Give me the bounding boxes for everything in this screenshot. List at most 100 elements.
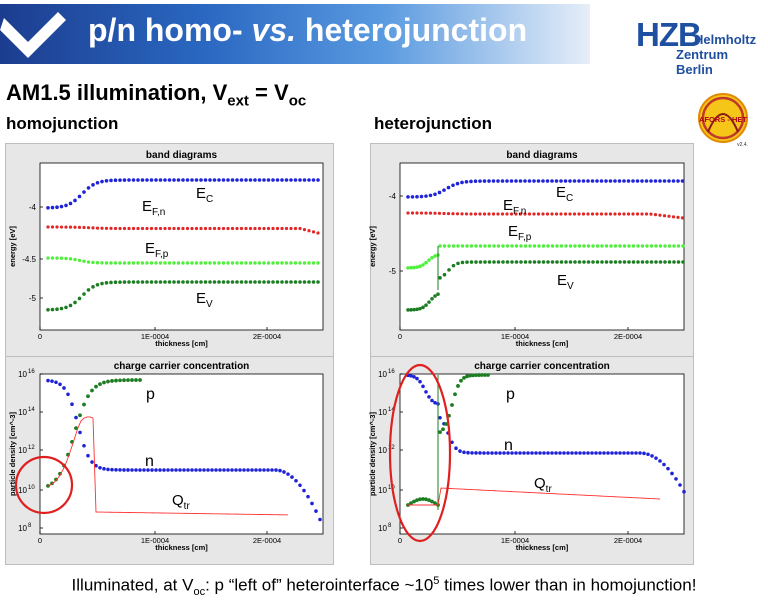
y-tick-label: -4 bbox=[29, 203, 37, 212]
ev-point bbox=[131, 280, 136, 284]
ec-point bbox=[613, 179, 617, 183]
ec-point bbox=[460, 180, 464, 185]
y-tick-label: 10 bbox=[378, 408, 387, 417]
ev-point bbox=[541, 260, 546, 264]
n-point bbox=[82, 402, 86, 407]
n-point bbox=[110, 379, 114, 383]
ec-point bbox=[631, 179, 635, 183]
x-tick-label: 0 bbox=[38, 332, 42, 341]
homo-carrier-axes bbox=[39, 373, 324, 535]
ec-point bbox=[617, 179, 622, 183]
ev-point bbox=[523, 260, 528, 264]
efp-point bbox=[289, 261, 293, 265]
p-point bbox=[490, 451, 494, 455]
p-point bbox=[218, 468, 222, 472]
p-point bbox=[654, 456, 658, 460]
efp-point bbox=[50, 256, 55, 260]
heterojunction-label: heterojunction bbox=[374, 114, 493, 133]
p-point bbox=[498, 451, 502, 455]
ev-point bbox=[59, 306, 64, 311]
ev-point bbox=[176, 280, 181, 284]
n-point bbox=[102, 380, 106, 385]
plot-area bbox=[39, 162, 324, 331]
ec-point bbox=[473, 179, 478, 184]
efp-point bbox=[672, 244, 676, 248]
ev-point bbox=[73, 300, 77, 305]
ev-point bbox=[501, 260, 505, 264]
efp-point bbox=[622, 244, 627, 248]
efp-point bbox=[149, 261, 154, 265]
efp-point bbox=[447, 244, 451, 248]
ev-point bbox=[275, 280, 280, 284]
efp-point bbox=[172, 261, 176, 265]
p-point bbox=[254, 468, 258, 472]
n-label: n bbox=[145, 453, 154, 470]
ec-point bbox=[230, 178, 235, 182]
ec-point bbox=[559, 179, 563, 183]
p-point bbox=[638, 451, 642, 455]
p-point bbox=[427, 395, 431, 399]
efp-point bbox=[212, 261, 217, 265]
efn-point bbox=[203, 226, 208, 231]
ev-point bbox=[194, 280, 199, 284]
ev-point bbox=[591, 260, 595, 264]
ec-point bbox=[581, 179, 586, 183]
n-point bbox=[421, 497, 425, 501]
efn-point bbox=[671, 215, 676, 219]
p-point bbox=[424, 390, 428, 394]
ec-point bbox=[680, 179, 685, 183]
p-point bbox=[570, 451, 574, 455]
efn-point bbox=[635, 212, 640, 216]
p-point bbox=[418, 379, 422, 384]
ev-point bbox=[430, 296, 434, 301]
p-point bbox=[658, 459, 662, 463]
efn-point bbox=[680, 216, 685, 220]
p-point bbox=[578, 451, 582, 455]
p-point bbox=[562, 451, 566, 455]
p-point bbox=[298, 483, 302, 488]
ec-point bbox=[266, 178, 271, 182]
plot-title: charge carrier concentration bbox=[114, 361, 250, 372]
qtr-label: Qtr bbox=[172, 492, 190, 512]
ec-point bbox=[212, 178, 217, 182]
ev-point bbox=[465, 260, 469, 264]
ev-point bbox=[667, 260, 672, 264]
efn-point bbox=[307, 229, 311, 233]
efp-point bbox=[194, 261, 199, 265]
efn-point bbox=[91, 226, 95, 230]
efp-point bbox=[406, 266, 410, 270]
efp-point bbox=[293, 261, 298, 265]
ev-point bbox=[564, 260, 568, 264]
p-point bbox=[82, 443, 86, 448]
efn-point bbox=[82, 225, 86, 230]
ec-point bbox=[653, 179, 658, 183]
ec-point bbox=[302, 178, 307, 182]
ec-point bbox=[316, 178, 320, 182]
p-point bbox=[234, 468, 238, 472]
efn-point bbox=[424, 211, 428, 215]
x-tick-label: 2E-0004 bbox=[614, 332, 642, 341]
p-point bbox=[206, 468, 210, 472]
ec-point bbox=[271, 178, 275, 182]
efn-point bbox=[289, 226, 293, 231]
p-point bbox=[198, 468, 202, 472]
ev-point bbox=[262, 280, 266, 284]
ec-label: EC bbox=[556, 184, 573, 204]
x-tick-label: 2E-0004 bbox=[253, 536, 281, 545]
ev-point bbox=[421, 305, 425, 310]
ev-point bbox=[140, 280, 145, 284]
n-point bbox=[486, 373, 490, 377]
ec-point bbox=[208, 178, 212, 182]
ec-label: EC bbox=[196, 185, 213, 205]
x-axis-label: thickness [cm] bbox=[155, 339, 208, 348]
ev-point bbox=[221, 280, 226, 284]
n-point bbox=[427, 498, 431, 503]
plot-area bbox=[39, 373, 324, 535]
efp-point bbox=[104, 261, 109, 265]
efn-point bbox=[437, 211, 442, 215]
efp-point bbox=[427, 258, 431, 262]
y-tick-exponent: 12 bbox=[388, 445, 395, 451]
ec-point bbox=[442, 188, 446, 192]
ev-point bbox=[203, 280, 208, 284]
